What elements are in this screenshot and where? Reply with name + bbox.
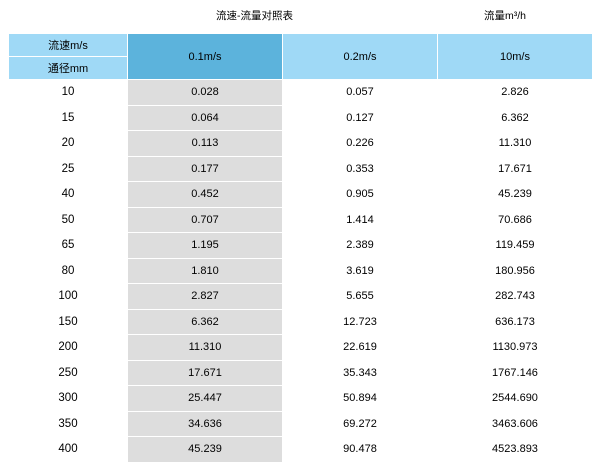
cell-flow-10ms: 6.362 — [437, 104, 593, 131]
cell-flow-0.1ms: 0.177 — [127, 155, 283, 182]
cell-flow-0.2ms: 3.619 — [282, 257, 438, 284]
cell-diameter: 400 — [8, 436, 128, 463]
table-body: 流速m/s 0.1m/s 0.2m/s 10m/s 通径mm 10 0.028 … — [8, 33, 593, 463]
cell-flow-10ms: 4523.893 — [437, 436, 593, 463]
cell-flow-0.1ms: 6.362 — [127, 308, 283, 335]
cell-diameter: 40 — [8, 181, 128, 208]
cell-flow-0.1ms: 0.064 — [127, 104, 283, 131]
cell-flow-10ms: 3463.606 — [437, 410, 593, 437]
cell-flow-0.1ms: 11.310 — [127, 334, 283, 361]
flow-unit-label: 流量m³/h — [484, 10, 526, 22]
cell-flow-10ms: 119.459 — [437, 232, 593, 259]
table-row: 250 17.671 35.343 1767.146 — [8, 359, 593, 386]
cell-flow-10ms: 1767.146 — [437, 359, 593, 386]
header-col-0.1ms: 0.1m/s — [127, 33, 283, 80]
table-row: 200 11.310 22.619 1130.973 — [8, 334, 593, 361]
cell-flow-0.2ms: 69.272 — [282, 410, 438, 437]
cell-flow-0.1ms: 34.636 — [127, 410, 283, 437]
cell-flow-0.2ms: 5.655 — [282, 283, 438, 310]
header-diameter-label: 通径mm — [8, 56, 128, 80]
cell-flow-10ms: 11.310 — [437, 130, 593, 157]
cell-diameter: 15 — [8, 104, 128, 131]
cell-diameter: 50 — [8, 206, 128, 233]
cell-flow-10ms: 17.671 — [437, 155, 593, 182]
header-col-10ms: 10m/s — [437, 33, 593, 80]
cell-flow-0.2ms: 0.353 — [282, 155, 438, 182]
table-row: 350 34.636 69.272 3463.606 — [8, 410, 593, 437]
cell-diameter: 25 — [8, 155, 128, 182]
table-row: 10 0.028 0.057 2.826 — [8, 79, 593, 106]
cell-flow-0.1ms: 0.028 — [127, 79, 283, 106]
cell-flow-0.2ms: 0.127 — [282, 104, 438, 131]
table-row: 100 2.827 5.655 282.743 — [8, 283, 593, 310]
table-row: 40 0.452 0.905 45.239 — [8, 181, 593, 208]
cell-flow-10ms: 1130.973 — [437, 334, 593, 361]
table-row: 400 45.239 90.478 4523.893 — [8, 436, 593, 463]
table-row: 150 6.362 12.723 636.173 — [8, 308, 593, 335]
cell-diameter: 200 — [8, 334, 128, 361]
header-col-0.2ms: 0.2m/s — [282, 33, 438, 80]
cell-flow-0.2ms: 0.905 — [282, 181, 438, 208]
table-title: 流速-流量对照表 — [216, 10, 293, 22]
cell-flow-0.1ms: 45.239 — [127, 436, 283, 463]
cell-flow-0.1ms: 1.810 — [127, 257, 283, 284]
cell-flow-0.1ms: 2.827 — [127, 283, 283, 310]
cell-flow-0.2ms: 12.723 — [282, 308, 438, 335]
cell-diameter: 150 — [8, 308, 128, 335]
table-row: 50 0.707 1.414 70.686 — [8, 206, 593, 233]
cell-diameter: 250 — [8, 359, 128, 386]
cell-flow-10ms: 2.826 — [437, 79, 593, 106]
table-row: 80 1.810 3.619 180.956 — [8, 257, 593, 284]
cell-flow-10ms: 2544.690 — [437, 385, 593, 412]
table-header-row-diameter: 通径mm — [8, 56, 593, 80]
cell-diameter: 10 — [8, 79, 128, 106]
cell-diameter: 300 — [8, 385, 128, 412]
table-row: 300 25.447 50.894 2544.690 — [8, 385, 593, 412]
cell-flow-0.1ms: 0.113 — [127, 130, 283, 157]
cell-diameter: 100 — [8, 283, 128, 310]
cell-flow-10ms: 180.956 — [437, 257, 593, 284]
table-row: 25 0.177 0.353 17.671 — [8, 155, 593, 182]
cell-flow-0.1ms: 1.195 — [127, 232, 283, 259]
cell-diameter: 65 — [8, 232, 128, 259]
table-row: 15 0.064 0.127 6.362 — [8, 104, 593, 131]
cell-flow-0.2ms: 35.343 — [282, 359, 438, 386]
table-row: 20 0.113 0.226 11.310 — [8, 130, 593, 157]
velocity-flow-conversion-table: 流速m/s 0.1m/s 0.2m/s 10m/s 通径mm 10 0.028 … — [8, 33, 593, 463]
cell-diameter: 350 — [8, 410, 128, 437]
cell-flow-0.1ms: 0.707 — [127, 206, 283, 233]
cell-flow-0.2ms: 0.057 — [282, 79, 438, 106]
cell-flow-0.2ms: 1.414 — [282, 206, 438, 233]
cell-flow-0.2ms: 22.619 — [282, 334, 438, 361]
cell-flow-0.1ms: 25.447 — [127, 385, 283, 412]
cell-flow-0.2ms: 2.389 — [282, 232, 438, 259]
cell-flow-0.2ms: 90.478 — [282, 436, 438, 463]
caption-area: 流速-流量对照表 流量m³/h — [0, 0, 600, 30]
cell-flow-0.1ms: 17.671 — [127, 359, 283, 386]
cell-flow-10ms: 282.743 — [437, 283, 593, 310]
header-velocity-label: 流速m/s — [8, 33, 128, 57]
cell-flow-0.2ms: 50.894 — [282, 385, 438, 412]
cell-flow-10ms: 45.239 — [437, 181, 593, 208]
cell-flow-0.2ms: 0.226 — [282, 130, 438, 157]
cell-diameter: 20 — [8, 130, 128, 157]
table-header-row-velocity: 流速m/s 0.1m/s 0.2m/s 10m/s — [8, 33, 593, 80]
table-row: 65 1.195 2.389 119.459 — [8, 232, 593, 259]
cell-flow-10ms: 636.173 — [437, 308, 593, 335]
cell-flow-0.1ms: 0.452 — [127, 181, 283, 208]
cell-flow-10ms: 70.686 — [437, 206, 593, 233]
cell-diameter: 80 — [8, 257, 128, 284]
